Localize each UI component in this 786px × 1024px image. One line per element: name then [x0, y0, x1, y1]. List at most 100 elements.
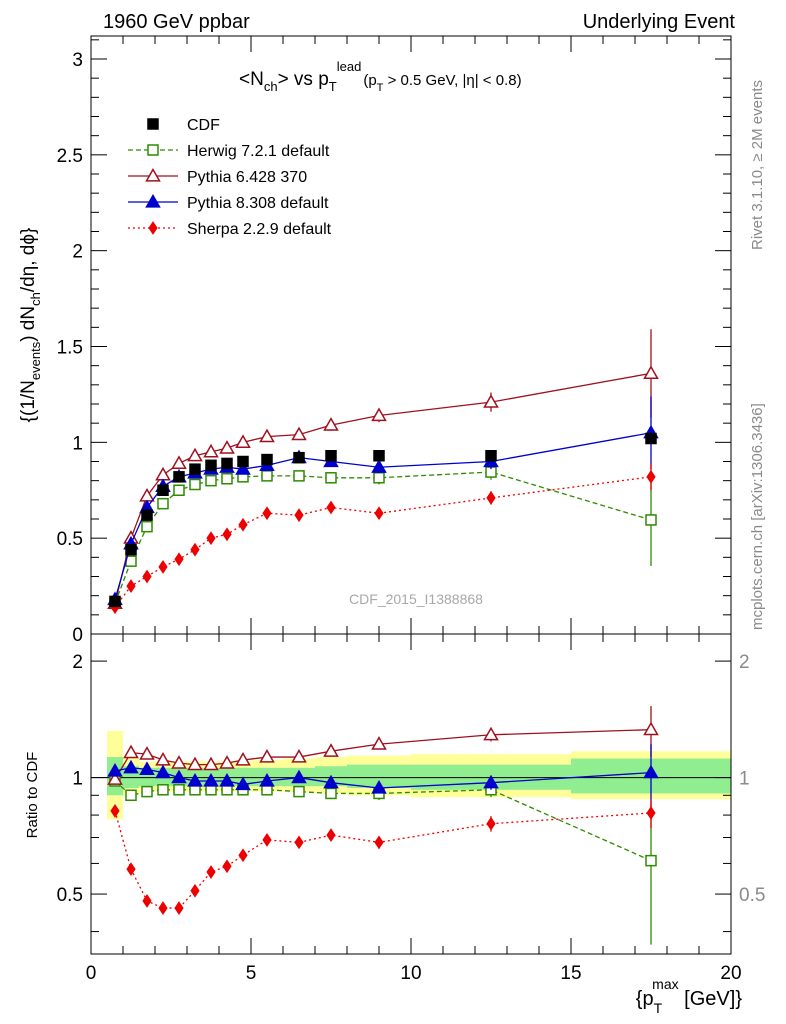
ratio-data-point	[643, 764, 659, 779]
main-data-point	[325, 450, 337, 462]
ratio-data-point	[262, 833, 272, 847]
ratio-data-point	[139, 761, 155, 776]
main-data-point	[238, 517, 248, 532]
x-tick-label: 20	[720, 963, 741, 984]
main-frame	[90, 35, 732, 635]
ratio-series-line	[114, 810, 652, 909]
main-data-point	[483, 394, 499, 408]
main-data-point	[325, 472, 337, 484]
ratio-y-tick-label: 2	[72, 652, 83, 673]
main-data-point	[259, 428, 275, 443]
main-data-point	[125, 543, 137, 556]
main-series-cdf	[109, 432, 657, 608]
main-data-point	[486, 491, 496, 505]
ratio-data-point	[323, 774, 339, 789]
x-tick-labels: 0 5 10 15 20	[86, 963, 742, 984]
main-data-point	[645, 514, 657, 526]
main-data-point	[374, 506, 384, 521]
main-data-point	[187, 447, 203, 462]
main-data-point	[222, 527, 232, 542]
main-data-point	[126, 579, 136, 593]
main-series-sherpa-2-2-9-default	[110, 463, 656, 615]
ratio-data-point	[371, 736, 387, 750]
main-data-point	[142, 569, 152, 584]
x-tick-label: 15	[560, 963, 581, 984]
ratio-data-point	[293, 785, 305, 798]
main-y-tick-label: 2	[72, 242, 83, 263]
ratio-data-point	[486, 816, 496, 831]
main-data-point	[326, 500, 336, 515]
legend-label: Herwig 7.2.1 default	[187, 143, 330, 160]
legend-marker	[145, 167, 161, 182]
ratio-y-tick-label-right: 2	[739, 652, 750, 673]
ratio-data-point	[123, 759, 139, 774]
main-panel: 0 0.5 1 1.5 2 2.5 3 <Nch> vs pTlead(pT > 0.5 G…	[18, 35, 732, 646]
legend-marker	[145, 193, 161, 208]
main-y-tick-label: 1.5	[57, 338, 83, 359]
ratio-data-point	[206, 865, 216, 879]
analysis-watermark: CDF_2015_I1388868	[349, 591, 483, 607]
main-data-point	[171, 455, 187, 470]
main-data-point	[141, 509, 153, 521]
ratio-data-point	[374, 835, 384, 850]
main-data-point	[141, 520, 153, 533]
main-data-point	[373, 472, 385, 484]
ratio-data-point	[125, 789, 137, 802]
x-tick-label: 10	[400, 963, 421, 984]
main-data-point	[205, 459, 217, 472]
ratio-data-point	[203, 756, 219, 771]
main-data-point	[235, 434, 251, 448]
ratio-data-point	[174, 901, 184, 915]
main-data-point	[206, 531, 216, 546]
main-y-tick-label: 1	[72, 433, 83, 454]
ratio-y-tick-labels: 0.5 0.5 1 1 2 2	[57, 652, 766, 906]
main-data-point	[221, 457, 233, 470]
ratio-data-point	[259, 749, 275, 763]
main-data-point	[646, 469, 656, 484]
legend-label: Pythia 6.428 370	[187, 169, 307, 186]
ratio-data-point	[107, 762, 123, 777]
ratio-data-point	[123, 744, 139, 759]
ratio-series-sherpa-2-2-9-default	[110, 799, 656, 915]
ratio-data-point	[325, 787, 337, 800]
ratio-data-point	[171, 755, 187, 769]
main-data-point	[643, 365, 659, 379]
ratio-data-point	[646, 806, 656, 820]
main-data-point	[221, 473, 233, 485]
ratio-data-point	[259, 772, 275, 787]
ratio-y-tick-label-right: 0.5	[739, 885, 765, 906]
ratio-y-axis-label: Ratio to CDF	[24, 752, 41, 839]
main-data-point	[189, 478, 201, 491]
legend-label: Pythia 8.308 default	[187, 195, 329, 212]
legend-item: Pythia 8.308 default	[128, 193, 329, 212]
main-data-point	[174, 552, 184, 567]
ratio-series-pythia-6-428-370	[107, 706, 659, 785]
ratio-data-point	[155, 764, 171, 779]
main-data-point	[645, 432, 657, 445]
ratio-panel: 0.5 0.5 1 1 2 2 0 5 10 15 20 Ratio to CDF {pTmax …	[24, 633, 766, 1016]
main-data-point	[109, 595, 121, 608]
main-data-point	[293, 470, 305, 482]
main-data-point	[261, 453, 273, 466]
main-data-point	[371, 407, 387, 422]
ratio-data-point	[171, 769, 187, 784]
main-data-point	[373, 450, 385, 462]
ratio-data-point	[158, 901, 168, 915]
ratio-data-point	[142, 894, 152, 908]
ratio-data-point	[139, 746, 155, 760]
main-data-point	[371, 459, 387, 473]
x-tick-label: 0	[86, 963, 97, 984]
main-data-point	[294, 508, 304, 523]
ratio-series-pythia-8-308-default	[107, 744, 659, 807]
legend-marker	[148, 221, 158, 235]
main-data-point	[262, 506, 272, 521]
main-y-tick-label: 0	[72, 625, 83, 646]
ratio-data-point	[235, 752, 251, 766]
x-axis-label: {pTmax [GeV]}	[636, 976, 743, 1016]
main-data-point	[173, 484, 185, 496]
header-left: 1960 GeV ppbar	[103, 11, 250, 33]
main-y-tick-label: 3	[72, 50, 83, 71]
main-data-point	[261, 470, 273, 482]
ratio-data-point	[645, 854, 657, 867]
mcplots-label: mcplots.cern.ch [arXiv:1306.3436]	[749, 403, 766, 630]
